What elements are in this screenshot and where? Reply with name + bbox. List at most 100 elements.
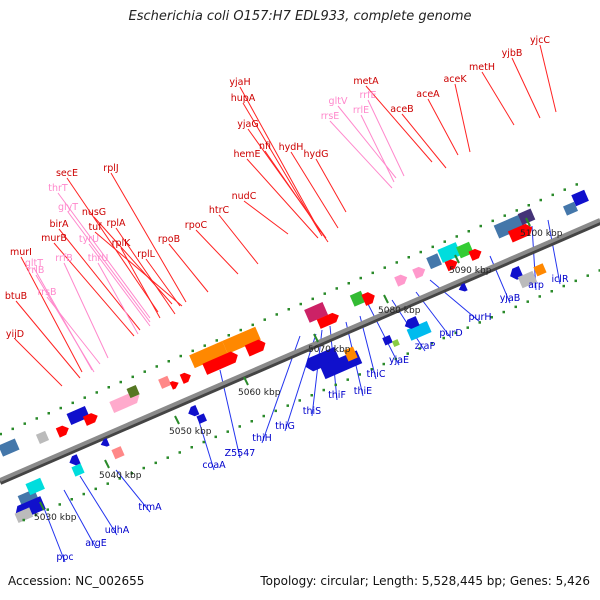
gene-label-thiS: thiS: [303, 406, 321, 417]
scale-tick-mark: [243, 376, 249, 386]
scale-dot: [83, 396, 86, 399]
gene-label-trmA: trmA: [138, 502, 162, 513]
forward-feature-17: [361, 292, 375, 306]
scale-dot: [466, 326, 469, 329]
forward-feature-11: [222, 326, 261, 354]
gene-label-yjcC: yjcC: [530, 35, 550, 46]
scale-dot: [563, 188, 566, 191]
reverse-feature-2: [25, 477, 45, 496]
reverse-feature-12: [343, 346, 358, 362]
forward-feature-14: [304, 302, 329, 323]
forward-feature-20-shape: [426, 253, 442, 270]
forward-feature-9: [179, 372, 191, 384]
scale-dot: [59, 406, 62, 410]
scale-tick-label: 5070 kbp: [308, 345, 351, 355]
scale-tick-label: 5090 kbp: [449, 266, 492, 276]
scale-dot: [323, 292, 326, 295]
scale-dot: [455, 235, 458, 238]
scale-dot: [226, 430, 229, 433]
reverse-feature-9: [196, 413, 207, 424]
gene-label-rpoC: rpoC: [185, 220, 208, 231]
scale-dot: [538, 295, 541, 298]
gene-label-nusG: nusG: [82, 207, 106, 218]
scale-dot: [382, 362, 385, 366]
gene-label-rplJ: rplJ: [103, 163, 118, 174]
reverse-feature-4-shape: [71, 463, 85, 477]
scale-dot: [418, 347, 421, 350]
reverse-feature-13: [382, 334, 393, 346]
scale-dot: [274, 409, 277, 413]
scale-dot: [263, 318, 266, 321]
gene-label-thiF: thiF: [328, 390, 346, 401]
reverse-feature-10-shape: [305, 347, 340, 372]
forward-feature-13: [244, 339, 266, 357]
forward-feature-17-shape: [361, 292, 375, 306]
scale-tick-mark: [104, 459, 110, 469]
scale-dot: [442, 336, 445, 340]
leader-line-rplJ: [110, 172, 187, 303]
forward-feature-21: [437, 242, 462, 263]
gene-label-htrC: htrC: [209, 205, 230, 216]
scale-dot: [238, 425, 241, 428]
gene-label-metH: metH: [469, 62, 495, 73]
forward-feature-29: [571, 189, 589, 207]
reverse-feature-14: [391, 339, 400, 348]
scale-dot: [94, 487, 97, 491]
gene-label-rpoB: rpoB: [158, 234, 180, 245]
scale-dot: [227, 334, 230, 337]
gene-label-murI: murI: [10, 247, 32, 258]
scale-dot: [130, 472, 133, 475]
scale-dot: [598, 269, 600, 272]
scale-dot: [58, 503, 61, 506]
forward-feature-15-shape: [316, 312, 339, 329]
gene-label-purH: purH: [468, 312, 491, 323]
leader-line-rplK: [120, 247, 161, 319]
forward-feature-24-shape: [444, 259, 458, 272]
scale-tick-label: 5060 kbp: [238, 388, 281, 398]
scale-dot: [46, 508, 49, 511]
scale-dot: [347, 282, 350, 285]
leader-line-trmA: [115, 469, 151, 513]
scale-dot: [131, 375, 134, 379]
leader-line-yjaH: [239, 86, 321, 233]
scale-dot: [155, 365, 158, 368]
scale-dot: [586, 274, 589, 277]
gene-label-yijD: yijD: [6, 329, 24, 340]
leader-line-udhA: [79, 475, 118, 536]
scale-tick-label: 5030 kbp: [34, 513, 77, 523]
forward-feature-14-shape: [304, 302, 329, 323]
gene-label-iclR: iclR: [551, 274, 569, 285]
reverse-feature-5-shape: [69, 454, 81, 466]
gene-label-rrfB: rrfB: [55, 253, 73, 264]
scale-dot: [371, 271, 374, 275]
scale-dot: [250, 420, 253, 423]
forward-feature-4: [82, 413, 98, 426]
scale-dot: [71, 401, 74, 405]
scale-tick-mark: [525, 217, 531, 227]
forward-feature-10: [189, 341, 228, 369]
gene-label-coaA: coaA: [202, 460, 226, 471]
leader-line-tyrU: [88, 243, 151, 327]
scale-tick-label: 5040 kbp: [99, 471, 142, 481]
reverse-feature-5: [69, 454, 81, 466]
scale-dot: [70, 498, 73, 501]
forward-feature-8: [169, 381, 179, 390]
scale-dot: [491, 219, 494, 223]
scale-dot: [575, 183, 578, 186]
accession-text: Accession: NC_002655: [8, 574, 145, 588]
scale-dot: [395, 261, 398, 264]
forward-feature-25: [493, 214, 525, 239]
forward-feature-7-shape: [158, 375, 172, 389]
scale-dot: [550, 290, 553, 293]
gene-label-zraP: zraP: [415, 341, 436, 352]
leader-line-coaA: [197, 417, 215, 471]
leader-line-htrC: [218, 214, 259, 265]
scale-dot: [239, 328, 242, 332]
reverse-feature-15: [406, 321, 432, 341]
forward-feature-1-shape: [35, 430, 50, 444]
scale-dot: [478, 321, 481, 324]
scale-dot: [202, 440, 205, 444]
scale-dot: [35, 417, 38, 420]
gene-label-hupA: hupA: [231, 93, 256, 104]
